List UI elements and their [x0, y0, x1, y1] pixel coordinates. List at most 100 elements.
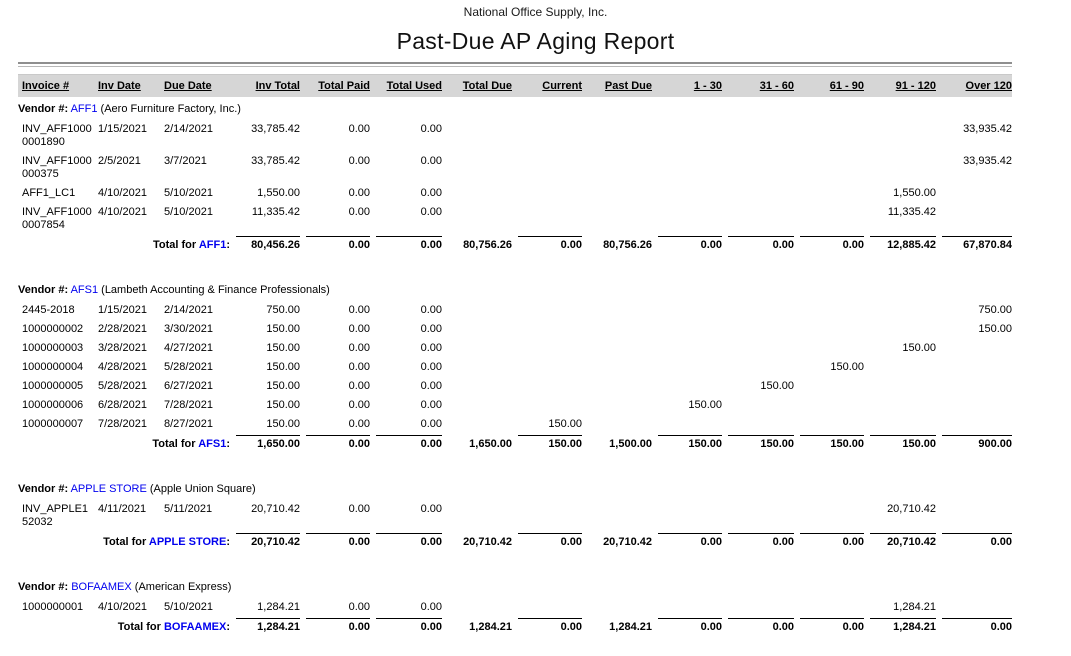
report-body: Vendor #: AFF1 (Aero Furniture Factory, …: [18, 102, 1012, 634]
total-total_used: 0.00: [376, 533, 442, 549]
cell-inv_date: 1/15/2021: [98, 123, 147, 135]
cell-r91_120: [870, 304, 936, 317]
cell-invoice: INV_AFF10000001890: [22, 123, 92, 148]
cell-due_date: 5/10/2021: [164, 187, 213, 199]
cell-inv_total: 1,550.00: [257, 187, 300, 199]
cell-invoice: INV_APPLE152032: [22, 503, 89, 528]
cell-total_paid: 0.00: [348, 155, 370, 167]
report-header: National Office Supply, Inc. Past-Due AP…: [0, 0, 1071, 55]
vendor-code-link[interactable]: AFS1: [70, 284, 99, 296]
cell-total_paid: 0.00: [348, 601, 370, 613]
column-header-r91_120: 91 - 120: [895, 80, 936, 92]
cell-over_120: [942, 206, 1012, 232]
cell-current: [518, 601, 582, 614]
cell-r1_30: [658, 206, 722, 232]
cell-due_date: 2/14/2021: [164, 123, 213, 135]
cell-past_due: [588, 418, 652, 431]
vendor-total-label: Total for APPLE STORE:: [18, 533, 230, 549]
cell-inv_total: 150.00: [266, 399, 300, 411]
cell-due_date: 5/10/2021: [164, 206, 213, 218]
cell-invoice: 1000000005: [22, 380, 84, 392]
vendor-code-link[interactable]: APPLE STORE: [70, 483, 147, 495]
vendor-code-link[interactable]: AFF1: [70, 103, 98, 115]
cell-inv_date: 7/28/2021: [98, 418, 147, 430]
cell-r91_120: [870, 123, 936, 149]
vendor-code-link[interactable]: APPLE STORE: [148, 536, 227, 548]
vendor-section: Vendor #: AFS1 (Lambeth Accounting & Fin…: [18, 283, 1012, 451]
cell-r61_90: [800, 155, 864, 181]
vendor-section: Vendor #: BOFAAMEX (American Express) 100…: [18, 580, 1012, 634]
cell-past_due: [588, 206, 652, 232]
vendor-code-link[interactable]: BOFAAMEX: [71, 581, 132, 593]
total-r91_120: 20,710.42: [870, 533, 936, 549]
cell-total_used: 0.00: [420, 304, 442, 316]
cell-inv_total: 1,284.21: [257, 601, 300, 613]
cell-current: [518, 206, 582, 232]
cell-total_due: [448, 187, 512, 200]
vendor-code-link[interactable]: AFS1: [198, 438, 227, 450]
cell-r91_120: [870, 418, 936, 431]
cell-total_paid: 0.00: [348, 361, 370, 373]
vendor-heading: Vendor #: APPLE STORE (Apple Union Squar…: [18, 482, 1012, 496]
vendor-total-label: Total for AFF1:: [18, 236, 230, 252]
cell-r1_30: [658, 123, 722, 149]
cell-over_120: [942, 503, 1012, 529]
total-label-colon: :: [226, 536, 230, 548]
cell-due_date: 6/27/2021: [164, 380, 213, 392]
cell-r31_60: [728, 342, 794, 355]
invoice-row: 1000000004 4/28/2021 5/28/2021 150.00 0.00 0.…: [18, 358, 1012, 377]
cell-total_due: [448, 418, 512, 431]
cell-r31_60: [728, 206, 794, 232]
cell-due_date: 3/7/2021: [164, 155, 207, 167]
cell-invoice: 1000000002: [22, 323, 84, 335]
total-r61_90: 0.00: [800, 236, 864, 252]
cell-total_due: [448, 361, 512, 374]
cell-inv_total: 33,785.42: [251, 123, 300, 135]
cell-past_due: [588, 304, 652, 317]
vendor-total-row: Total for APPLE STORE: 20,710.42 0.00 0.00 2…: [18, 533, 1012, 549]
cell-inv_date: 1/15/2021: [98, 304, 147, 316]
cell-r31_60: [728, 155, 794, 181]
cell-r31_60: [728, 399, 794, 412]
column-header-inv_total: Inv Total: [255, 80, 300, 92]
vendor-section: Vendor #: AFF1 (Aero Furniture Factory, …: [18, 102, 1012, 252]
cell-r1_30: [658, 601, 722, 614]
cell-total_due: [448, 304, 512, 317]
invoice-row: 1000000006 6/28/2021 7/28/2021 150.00 0.00 0.…: [18, 396, 1012, 415]
cell-total_used: 0.00: [420, 503, 442, 515]
cell-past_due: [588, 155, 652, 181]
title-divider: [18, 62, 1012, 67]
total-r1_30: 0.00: [658, 618, 722, 634]
cell-inv_total: 150.00: [266, 361, 300, 373]
vendor-total-row: Total for AFS1: 1,650.00 0.00 0.00 1,650.00 1…: [18, 435, 1012, 451]
cell-total_due: [448, 123, 512, 149]
cell-invoice: 2445-2018: [22, 304, 75, 316]
total-r1_30: 150.00: [658, 435, 722, 451]
vendor-code-link[interactable]: AFF1: [198, 239, 227, 251]
total-current: 0.00: [518, 533, 582, 549]
cell-inv_total: 750.00: [266, 304, 300, 316]
cell-inv_total: 11,335.42: [251, 206, 300, 218]
vendor-heading: Vendor #: AFF1 (Aero Furniture Factory, …: [18, 102, 1012, 116]
cell-total_paid: 0.00: [348, 380, 370, 392]
cell-r91_120: 1,284.21: [893, 601, 936, 613]
total-past_due: 1,500.00: [609, 438, 652, 450]
total-r91_120: 12,885.42: [870, 236, 936, 252]
total-current: 150.00: [518, 435, 582, 451]
vendor-code-link[interactable]: BOFAAMEX: [163, 621, 227, 633]
cell-total_due: [448, 601, 512, 614]
total-inv_total: 80,456.26: [236, 236, 300, 252]
column-header-invoice: Invoice #: [22, 80, 70, 92]
cell-invoice: INV_AFF10000007854: [22, 206, 92, 231]
cell-over_120: [942, 601, 1012, 614]
total-r31_60: 150.00: [728, 435, 794, 451]
cell-inv_date: 4/10/2021: [98, 601, 147, 613]
cell-r91_120: [870, 361, 936, 374]
cell-total_used: 0.00: [420, 418, 442, 430]
total-r91_120: 1,284.21: [870, 618, 936, 634]
cell-total_used: 0.00: [420, 323, 442, 335]
total-r1_30: 0.00: [658, 533, 722, 549]
vendor-name: (Aero Furniture Factory, Inc.): [100, 103, 241, 115]
total-total_due: 1,284.21: [469, 621, 512, 633]
vendor-section: Vendor #: APPLE STORE (Apple Union Squar…: [18, 482, 1012, 549]
